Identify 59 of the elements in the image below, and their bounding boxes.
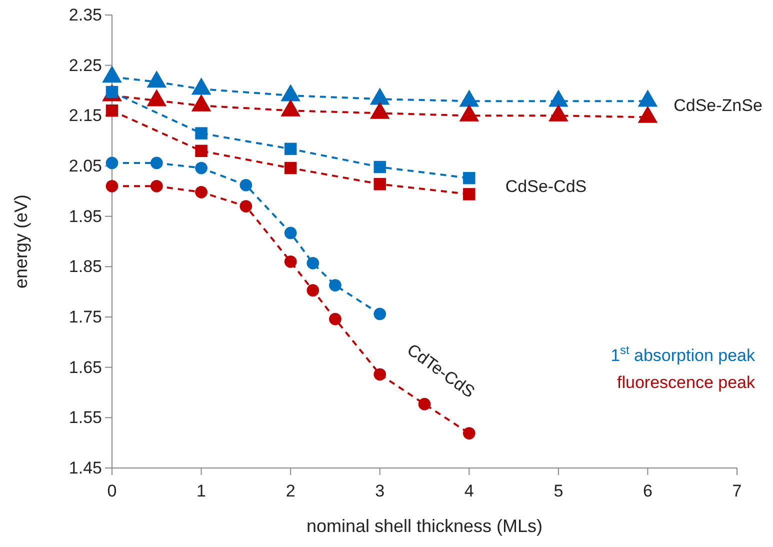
point: [280, 84, 300, 102]
y-tick-label: 1.55: [68, 408, 102, 428]
point: [191, 94, 212, 112]
point: [284, 226, 297, 240]
y-tick-label: 1.65: [68, 358, 102, 377]
y-tick-label: 2.15: [68, 106, 102, 126]
x-tick-label: 5: [554, 482, 564, 501]
y-tick-label: 2.25: [68, 56, 102, 75]
point: [280, 99, 300, 116]
x-axis-title: nominal shell thickness (MLs): [306, 516, 543, 536]
point: [106, 180, 118, 192]
point: [548, 90, 568, 107]
point: [240, 200, 252, 212]
point: [638, 106, 658, 123]
y-axis-title: energy (eV): [11, 194, 31, 289]
point: [329, 312, 342, 326]
y-tick-label: 1.85: [68, 257, 102, 276]
text: 1$^{st}$ absorption peak: [610, 343, 756, 365]
point: [102, 65, 122, 83]
point: [284, 162, 297, 174]
point: [638, 90, 658, 107]
point: [195, 162, 208, 174]
annotation: CdSe-ZnSe: [674, 96, 762, 116]
annotation: CdSe-CdS: [505, 177, 587, 196]
point: [459, 90, 480, 107]
x-tick-label: 1: [196, 482, 206, 501]
y-tick-label: 1.75: [68, 307, 102, 326]
point: [370, 102, 390, 119]
point: [306, 284, 320, 296]
point: [463, 172, 476, 184]
point: [370, 88, 390, 105]
y-tick-label: 2.05: [68, 156, 102, 176]
x-tick-label: 2: [286, 482, 296, 501]
point: [374, 308, 386, 320]
x-tick-label: 4: [464, 482, 474, 501]
x-tick-label: 0: [107, 482, 117, 501]
point: [150, 180, 163, 192]
point: [459, 104, 480, 122]
x-tick-label: 7: [732, 482, 742, 501]
point: [191, 78, 212, 95]
x-tick-label: 6: [642, 482, 652, 501]
x-tick-label: 3: [375, 482, 385, 501]
text: fluorescence peak: [617, 373, 756, 392]
y-tick-label: 2.35: [68, 5, 102, 24]
point: [106, 156, 118, 170]
point: [150, 156, 163, 170]
point: [374, 160, 386, 174]
point: [284, 255, 297, 268]
point: [374, 178, 386, 190]
point: [146, 89, 167, 106]
y-tick-label: 1.95: [68, 206, 102, 226]
point: [240, 178, 252, 192]
point: [329, 279, 342, 292]
point: [195, 186, 208, 198]
point: [146, 70, 167, 88]
point: [463, 188, 476, 200]
point: [306, 256, 320, 270]
point: [548, 104, 568, 122]
y-tick-label: 1.45: [68, 458, 102, 478]
